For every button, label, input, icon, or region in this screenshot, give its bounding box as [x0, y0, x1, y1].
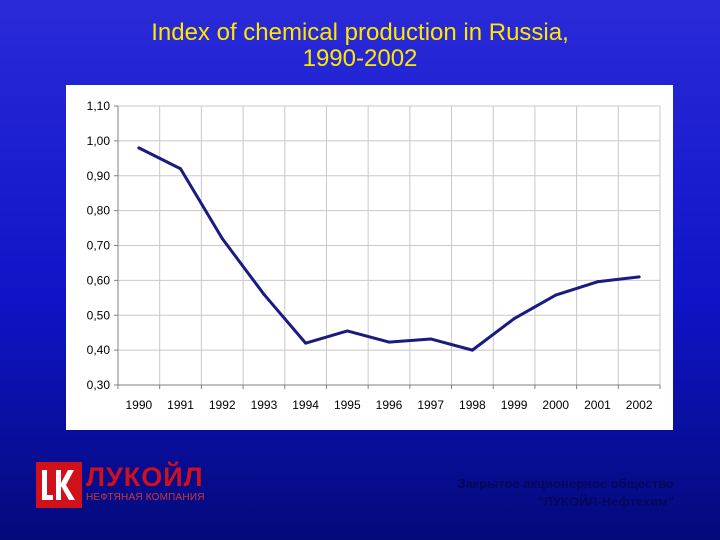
logo-name: ЛУКОЙЛ — [86, 462, 204, 492]
company-name-line-1: Закрытое акционерное общество — [457, 476, 674, 491]
data-point — [470, 348, 474, 352]
x-tick-label: 1994 — [292, 398, 319, 412]
x-tick-label: 1997 — [417, 398, 444, 412]
x-tick-label: 1992 — [209, 398, 236, 412]
series-layer — [137, 146, 641, 352]
company-name: Закрытое акционерное общество "ЛУКОЙЛ-Не… — [457, 475, 674, 511]
y-tick-label: 1,10 — [87, 99, 111, 113]
x-tick-label: 2001 — [584, 398, 611, 412]
x-axis-ticks: 1990 1991 1992 1993 1994 1995 1996 1997 1998 1999… — [117, 385, 661, 412]
chart-panel: 1,10 1,00 0,90 0,80 0,70 0,60 0,50 0,40 0,30 199… — [66, 85, 673, 430]
data-point — [304, 341, 308, 345]
x-tick-label: 1998 — [459, 398, 486, 412]
y-tick-label: 0,50 — [87, 308, 111, 322]
chart-title-line-2: 1990-2002 — [302, 45, 418, 72]
chart-title-line-1: Index of chemical production in Russia, — [151, 19, 569, 46]
data-point — [637, 275, 641, 279]
x-tick-label: 1996 — [376, 398, 403, 412]
logo-subtitle: НЕФТЯНАЯ КОМПАНИЯ — [86, 492, 205, 503]
lukoil-logo-icon — [36, 462, 82, 508]
y-tick-label: 0,80 — [87, 204, 111, 218]
y-tick-label: 0,30 — [87, 378, 111, 392]
y-tick-label: 0,90 — [87, 169, 111, 183]
company-name-line-2: "ЛУКОЙЛ-Нефтехим" — [537, 494, 674, 509]
data-point — [512, 317, 516, 321]
x-tick-label: 1990 — [125, 398, 152, 412]
y-tick-label: 0,40 — [87, 343, 111, 357]
y-tick-label: 0,70 — [87, 239, 111, 253]
data-point — [595, 280, 599, 284]
chart-title: Index of chemical production in Russia, … — [0, 20, 720, 72]
data-point — [220, 237, 224, 241]
data-point — [137, 146, 141, 150]
x-tick-label: 1999 — [501, 398, 528, 412]
data-point — [345, 329, 349, 333]
data-point — [262, 292, 266, 296]
y-tick-label: 0,60 — [87, 273, 111, 287]
x-tick-label: 1991 — [167, 398, 194, 412]
data-point — [387, 340, 391, 344]
y-axis-ticks: 1,10 1,00 0,90 0,80 0,70 0,60 0,50 0,40 0,30 — [87, 99, 118, 392]
gridlines — [117, 105, 661, 386]
line-chart: 1,10 1,00 0,90 0,80 0,70 0,60 0,50 0,40 0,30 199… — [66, 85, 673, 430]
y-tick-label: 1,00 — [87, 134, 111, 148]
data-point — [179, 167, 183, 171]
x-tick-label: 2002 — [626, 398, 653, 412]
x-tick-label: 1995 — [334, 398, 361, 412]
x-tick-label: 1993 — [251, 398, 278, 412]
data-point — [554, 293, 558, 297]
chart-background — [66, 85, 673, 430]
x-tick-label: 2000 — [542, 398, 569, 412]
data-point — [429, 337, 433, 341]
lukoil-logo: ЛУКОЙЛ НЕФТЯНАЯ КОМПАНИЯ — [36, 462, 236, 508]
